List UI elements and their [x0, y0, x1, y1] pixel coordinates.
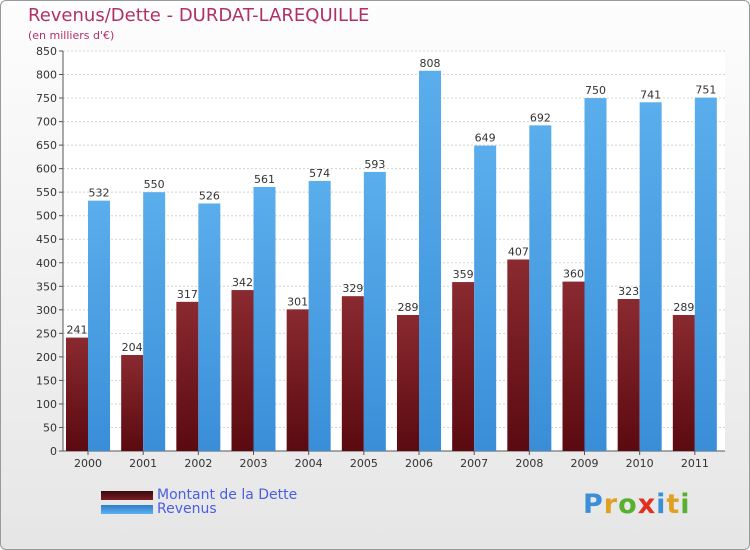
bar-dette-2004 — [286, 309, 309, 451]
logo-letter: i — [656, 489, 667, 520]
logo-letter: r — [603, 489, 619, 520]
y-tick-label: 150 — [36, 374, 57, 387]
y-tick-label: 200 — [36, 351, 57, 364]
logo-letter: i — [680, 489, 691, 520]
y-tick-label: 750 — [36, 92, 57, 105]
x-tick-label-2008: 2008 — [515, 457, 543, 470]
label-dette-2011: 289 — [673, 301, 694, 314]
bar-revenus-2007 — [474, 145, 497, 451]
label-dette-2010: 323 — [618, 285, 639, 298]
y-tick-label: 550 — [36, 186, 57, 199]
y-tick-label: 600 — [36, 163, 57, 176]
y-tick-label: 400 — [36, 257, 57, 270]
logo-letter: o — [618, 489, 638, 520]
bar-dette-2005 — [341, 296, 364, 451]
bar-revenus-2004 — [308, 180, 331, 451]
label-revenus-2011: 751 — [695, 84, 716, 97]
bar-dette-2002 — [176, 301, 199, 451]
label-dette-2003: 342 — [232, 276, 253, 289]
logo-letter: x — [637, 489, 657, 520]
bar-dette-2008 — [507, 259, 530, 451]
label-revenus-2004: 574 — [309, 167, 330, 180]
label-revenus-2006: 808 — [420, 57, 441, 70]
label-dette-2001: 204 — [122, 341, 143, 354]
legend-label-dette: Montant de la Dette — [157, 487, 298, 503]
bar-revenus-2006 — [419, 70, 441, 451]
y-tick-label: 50 — [43, 421, 57, 434]
y-tick-label: 500 — [36, 210, 57, 223]
y-tick-label: 250 — [36, 327, 57, 340]
y-tick-label: 850 — [36, 45, 57, 58]
y-tick-label: 350 — [36, 280, 57, 293]
x-tick-label-2005: 2005 — [350, 457, 378, 470]
bar-dette-2000 — [66, 337, 88, 451]
logo-letter: P — [583, 489, 604, 520]
y-tick-label: 100 — [36, 398, 57, 411]
label-revenus-2002: 526 — [199, 189, 220, 202]
label-dette-2005: 329 — [342, 282, 363, 295]
bar-dette-2009 — [562, 281, 585, 451]
x-tick-label-2003: 2003 — [240, 457, 268, 470]
bar-dette-2007 — [452, 282, 475, 451]
label-dette-2009: 360 — [563, 268, 584, 281]
chart-title: Revenus/Dette - DURDAT-LAREQUILLE — [28, 5, 370, 26]
label-dette-2004: 301 — [287, 295, 308, 308]
label-dette-2007: 359 — [453, 268, 474, 281]
legend-item-dette: Montant de la Dette — [101, 487, 297, 503]
chart-subtitle: (en milliers d'€) — [28, 29, 115, 42]
proxiti-logo: Proxiti — [583, 489, 691, 520]
bar-dette-2003 — [231, 290, 254, 451]
label-revenus-2008: 692 — [530, 111, 551, 124]
bar-revenus-2008 — [529, 125, 552, 452]
legend-swatch-revenus — [101, 504, 153, 514]
bar-revenus-2002 — [198, 203, 221, 451]
bar-dette-2011 — [672, 315, 695, 451]
y-tick-label: 800 — [36, 69, 57, 82]
legend-swatch-dette — [101, 490, 153, 500]
label-dette-2002: 317 — [177, 288, 198, 301]
bar-dette-2006 — [397, 315, 419, 451]
x-tick-label-2000: 2000 — [74, 457, 102, 470]
y-tick-label: 300 — [36, 304, 57, 317]
y-tick-label: 650 — [36, 139, 57, 152]
label-revenus-2003: 561 — [254, 173, 275, 186]
legend-label-revenus: Revenus — [157, 501, 217, 517]
bar-revenus-2011 — [694, 97, 717, 452]
bar-revenus-2003 — [253, 187, 276, 451]
label-revenus-2009: 750 — [585, 84, 606, 97]
label-revenus-2001: 550 — [144, 178, 165, 191]
x-tick-label-2011: 2011 — [681, 457, 709, 470]
x-tick-label-2006: 2006 — [405, 457, 433, 470]
label-revenus-2007: 649 — [475, 132, 496, 145]
label-revenus-2000: 532 — [89, 187, 110, 200]
legend-item-revenus: Revenus — [101, 501, 217, 517]
x-tick-label-2009: 2009 — [571, 457, 599, 470]
label-dette-2008: 407 — [508, 245, 529, 258]
bar-dette-2001 — [121, 355, 144, 451]
bar-revenus-2000 — [88, 200, 110, 451]
label-dette-2000: 241 — [67, 324, 88, 337]
y-tick-label: 0 — [50, 445, 57, 458]
y-tick-label: 700 — [36, 116, 57, 129]
plot-area — [63, 51, 725, 451]
bar-revenus-2009 — [584, 98, 607, 451]
label-revenus-2005: 593 — [364, 158, 385, 171]
x-tick-label-2007: 2007 — [460, 457, 488, 470]
bar-revenus-2005 — [363, 171, 386, 452]
label-dette-2006: 289 — [398, 301, 419, 314]
bar-revenus-2010 — [639, 102, 662, 451]
y-tick-label: 450 — [36, 233, 57, 246]
logo-letter: t — [666, 489, 681, 520]
x-tick-label-2010: 2010 — [626, 457, 654, 470]
bar-revenus-2001 — [143, 192, 166, 452]
x-tick-label-2001: 2001 — [129, 457, 157, 470]
x-tick-label-2002: 2002 — [184, 457, 212, 470]
label-revenus-2010: 741 — [640, 88, 661, 101]
x-tick-label-2004: 2004 — [295, 457, 323, 470]
bar-dette-2010 — [617, 299, 640, 451]
